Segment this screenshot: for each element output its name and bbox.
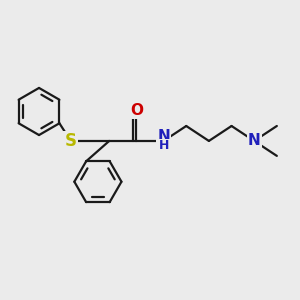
Text: N: N: [157, 129, 170, 144]
Text: O: O: [130, 103, 143, 118]
Text: H: H: [158, 140, 169, 152]
Text: N: N: [248, 134, 261, 148]
Text: S: S: [65, 132, 77, 150]
